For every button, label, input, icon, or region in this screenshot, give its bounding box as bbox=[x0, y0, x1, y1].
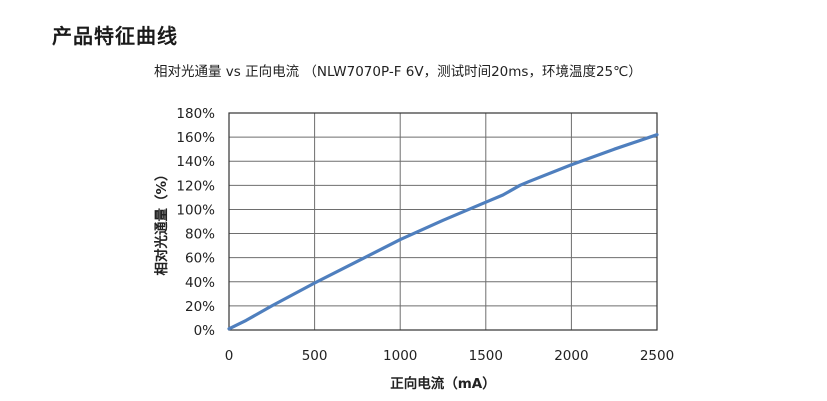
x-tick-label: 1500 bbox=[469, 348, 503, 364]
x-tick-label: 1000 bbox=[383, 348, 417, 364]
x-tick-label: 500 bbox=[302, 348, 328, 364]
y-tick-label: 160% bbox=[176, 130, 215, 146]
y-tick-label: 180% bbox=[176, 106, 215, 122]
y-tick-label: 60% bbox=[185, 251, 215, 267]
y-tick-label: 140% bbox=[176, 154, 215, 170]
series-layer bbox=[227, 133, 659, 331]
y-tick-label: 100% bbox=[176, 202, 215, 218]
series-line bbox=[227, 133, 659, 331]
y-tick-label: 20% bbox=[185, 299, 215, 315]
y-tick-labels: 0% 20% 40% 60% 80% 100% 120% 140% 160% 180% bbox=[176, 106, 215, 339]
y-tick-label: 120% bbox=[176, 178, 215, 194]
y-tick-label: 0% bbox=[194, 323, 216, 339]
y-axis-label: 相对光通量（%） bbox=[153, 167, 170, 275]
plot-area bbox=[228, 112, 658, 331]
x-tick-label: 0 bbox=[225, 348, 234, 364]
chart-title: 相对光通量 vs 正向电流 （NLW7070P-F 6V，测试时间20ms，环境… bbox=[154, 64, 642, 80]
y-tick-label: 80% bbox=[185, 227, 215, 243]
y-tick-label: 40% bbox=[185, 275, 215, 291]
x-axis-label: 正向电流（mA） bbox=[390, 375, 496, 392]
x-tick-label: 2000 bbox=[554, 348, 588, 364]
x-tick-label: 2500 bbox=[640, 348, 674, 364]
page-title: 产品特征曲线 bbox=[52, 24, 178, 48]
x-tick-labels: 0 500 1000 1500 2000 2500 bbox=[225, 348, 674, 364]
